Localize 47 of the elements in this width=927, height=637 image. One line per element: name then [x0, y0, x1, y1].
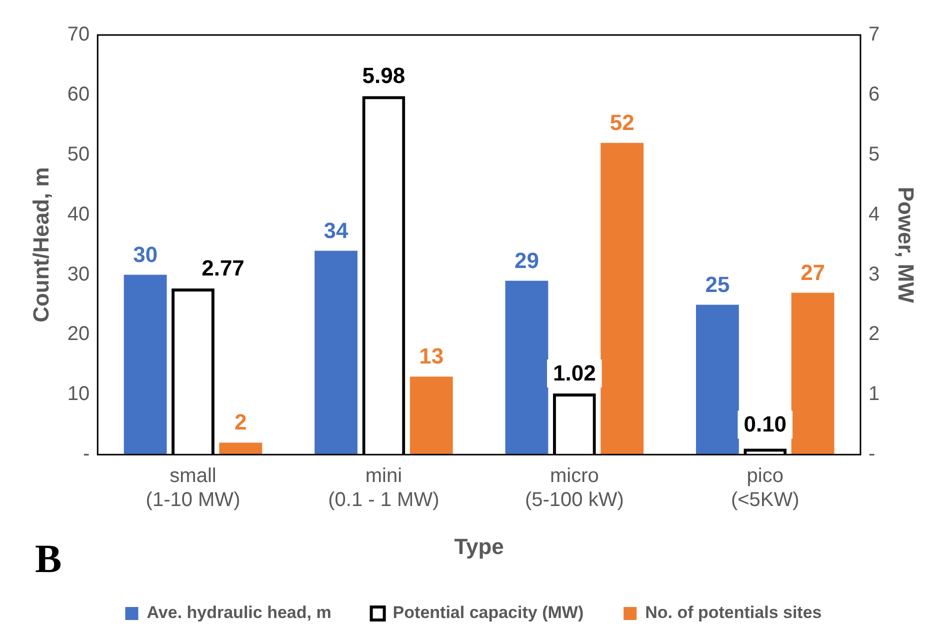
- y-tick-label: 50: [67, 143, 90, 166]
- y2-tick-label: 4: [868, 203, 880, 226]
- data-label: 5.98: [362, 63, 406, 88]
- y-tick-label: 30: [67, 263, 90, 286]
- x-tick-label: small (1-10 MW): [146, 465, 240, 512]
- bar: [505, 280, 548, 455]
- data-label: 1.02: [553, 360, 596, 386]
- x-axis-title: Type: [454, 534, 504, 559]
- data-label: 52: [610, 110, 634, 135]
- y-tick-label: 10: [67, 383, 90, 406]
- x-tick-label: mini (0.1 - 1 MW): [328, 465, 440, 512]
- data-label: 34: [324, 218, 350, 243]
- y2-tick-label: 2: [868, 323, 880, 346]
- data-label: 27: [800, 260, 826, 285]
- y2-tick-label: 6: [868, 83, 880, 106]
- y-tick-label: 70: [67, 24, 90, 46]
- bar: [219, 442, 262, 455]
- y-tick-label: 20: [67, 323, 90, 346]
- text: B: [35, 536, 62, 581]
- bar: [314, 250, 358, 455]
- data-label: 0.10: [744, 412, 787, 437]
- y-axis-title: Count/Head, m: [28, 167, 54, 322]
- y2-tick-label: 5: [868, 143, 880, 166]
- y2-tick-label: 3: [868, 263, 880, 286]
- y-tick-label: 40: [67, 203, 90, 226]
- y2-tick-label: -: [868, 443, 876, 466]
- data-label: 29: [514, 248, 539, 273]
- bar: [791, 292, 834, 455]
- y2-tick-label: 1: [868, 383, 880, 406]
- x-tick-label: micro (5-100 kW): [524, 465, 624, 512]
- bar: [696, 304, 739, 455]
- x-tick-label: pico (<5KW): [730, 465, 800, 512]
- data-label: 30: [133, 242, 158, 267]
- y-tick-label: 60: [67, 83, 90, 106]
- y2-tick-label: 7: [868, 24, 880, 46]
- legend-label: No. of potentials sites: [645, 603, 822, 622]
- bar: [410, 376, 453, 455]
- y-tick-label: -: [82, 443, 90, 466]
- y2-axis-title: Power, MW: [894, 186, 919, 304]
- data-label: 2: [234, 410, 247, 435]
- legend-label: Potential capacity (MW): [392, 603, 584, 622]
- legend-label: Ave. hydraulic head, m: [146, 603, 332, 622]
- bar: [124, 274, 167, 455]
- bar: [600, 142, 644, 455]
- data-label: 25: [705, 272, 730, 297]
- data-label: 2.77: [202, 256, 244, 281]
- data-label: 13: [419, 344, 444, 369]
